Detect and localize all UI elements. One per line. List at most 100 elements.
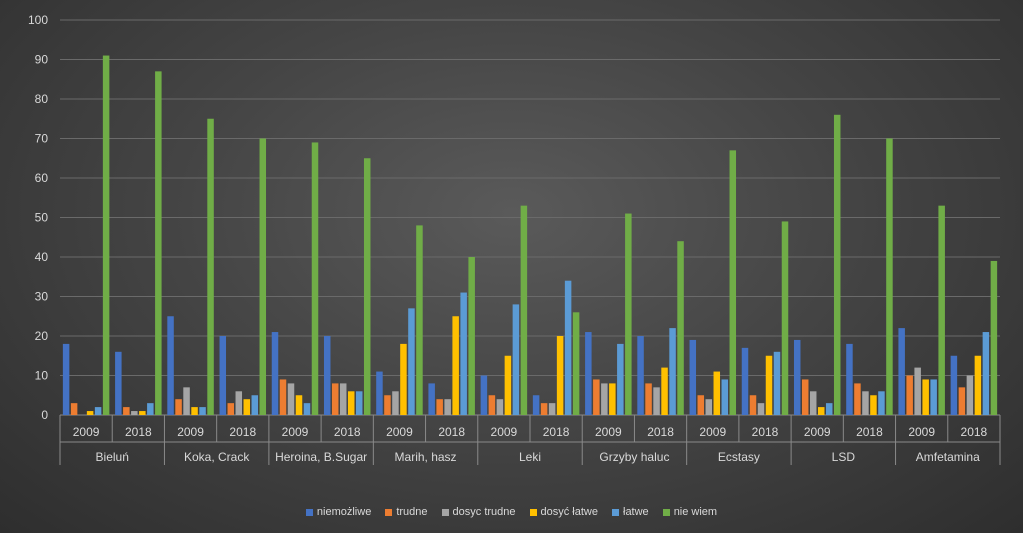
legend-label: nie wiem	[673, 506, 718, 518]
bar	[793, 339, 801, 415]
y-tick-label: 40	[35, 250, 49, 264]
x-category-label: Ecstasy	[718, 450, 760, 464]
bar	[155, 71, 162, 415]
legend-item: trudne	[385, 506, 428, 518]
bar	[556, 336, 564, 415]
legend-swatch	[662, 508, 670, 516]
bar	[303, 403, 311, 415]
bar	[958, 387, 966, 415]
bar	[645, 383, 652, 415]
bar	[966, 375, 974, 415]
bar	[617, 343, 624, 415]
legend-swatch	[441, 508, 449, 516]
bar	[697, 395, 705, 415]
bar	[384, 395, 391, 415]
x-category-label: Marih, hasz	[395, 450, 457, 464]
bar	[279, 379, 287, 415]
bar	[906, 375, 913, 415]
bar	[147, 403, 154, 415]
legend-label: łatwe	[623, 506, 649, 518]
bar	[854, 383, 861, 415]
x-year-label: 2018	[752, 425, 779, 439]
bar	[496, 399, 504, 415]
bar	[392, 391, 399, 415]
gridlines	[60, 19, 1000, 416]
x-year-label: 2009	[177, 425, 204, 439]
bar	[741, 347, 749, 415]
bar	[950, 355, 958, 415]
bar	[480, 375, 488, 415]
bar	[199, 407, 206, 415]
bar	[452, 316, 459, 415]
bar	[801, 379, 809, 415]
bar	[564, 280, 572, 415]
bar	[123, 407, 130, 415]
y-axis: 0 10 20 30 40 50 60 70 80 90 100	[28, 13, 48, 422]
bar	[408, 308, 415, 415]
bar	[504, 355, 512, 415]
bar	[259, 138, 267, 415]
x-year-label: 2009	[804, 425, 831, 439]
bar	[773, 351, 781, 415]
bar	[982, 332, 990, 415]
bar	[781, 221, 789, 415]
x-year-label: 2009	[386, 425, 413, 439]
bar	[243, 399, 251, 415]
y-tick-label: 20	[35, 329, 49, 343]
x-year-label: 2009	[908, 425, 935, 439]
bar	[488, 395, 496, 415]
x-year-label: 2018	[334, 425, 361, 439]
legend-label: niemożliwe	[316, 506, 372, 518]
bar	[729, 150, 737, 415]
bar	[444, 399, 451, 415]
x-category-label: Bieluń	[96, 450, 129, 464]
bar	[653, 387, 660, 415]
bar	[540, 403, 548, 415]
bar	[532, 395, 540, 415]
legend-label: trudne	[396, 506, 428, 518]
bar	[886, 138, 893, 415]
bar	[468, 257, 475, 415]
bar	[669, 328, 676, 415]
bar	[102, 55, 110, 416]
x-year-label: 2018	[647, 425, 674, 439]
x-category-label: Heroina, B.Sugar	[275, 450, 367, 464]
x-year-label: 2018	[961, 425, 988, 439]
bar	[62, 343, 70, 415]
bar	[721, 379, 729, 415]
legend-item: niemożliwe	[305, 506, 372, 518]
bar	[416, 225, 423, 415]
bar	[548, 403, 556, 415]
y-tick-label: 0	[41, 408, 48, 422]
x-year-label: 2009	[699, 425, 726, 439]
bar	[183, 387, 190, 415]
x-year-label: 2018	[125, 425, 152, 439]
x-year-label: 2018	[856, 425, 883, 439]
bar	[833, 114, 841, 416]
x-year-label: 2009	[491, 425, 518, 439]
bar	[938, 205, 945, 415]
bar	[175, 399, 182, 415]
bar	[428, 383, 435, 415]
bar	[914, 367, 921, 415]
bar	[898, 328, 905, 415]
y-tick-label: 80	[35, 92, 49, 106]
bar	[271, 332, 279, 415]
y-tick-label: 30	[35, 290, 49, 304]
bar	[207, 118, 214, 415]
legend-item: dosyć łatwe	[529, 506, 598, 518]
legend-item: dosyc trudne	[441, 506, 516, 518]
bar	[227, 403, 235, 415]
bar	[593, 379, 600, 415]
bar	[512, 304, 520, 415]
x-category-label: LSD	[832, 450, 856, 464]
bar	[705, 399, 713, 415]
y-tick-label: 60	[35, 171, 49, 185]
legend: niemożliwe trudne dosyc trudne dosyć łatwe ł…	[0, 503, 1023, 521]
bar	[311, 142, 319, 415]
bar	[295, 395, 303, 415]
legend-item: łatwe	[612, 506, 649, 518]
bar	[878, 391, 885, 415]
legend-swatch	[385, 508, 393, 516]
legend-item: nie wiem	[662, 506, 718, 518]
